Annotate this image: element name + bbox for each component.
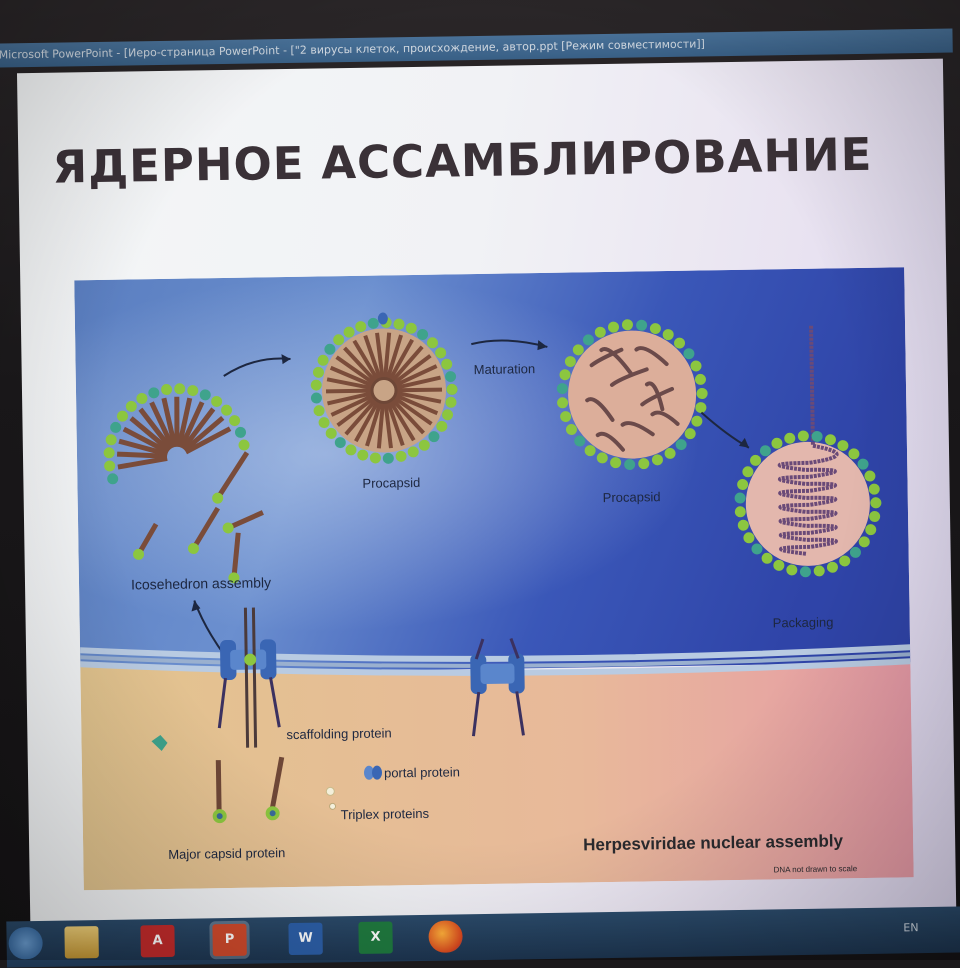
language-indicator[interactable]: EN <box>903 921 919 935</box>
nuclear-pore-2 <box>470 638 525 737</box>
triplex-protein-free <box>151 735 168 752</box>
powerpoint-icon[interactable]: P <box>212 923 247 957</box>
procapsid-2 <box>556 319 708 471</box>
file-explorer-icon[interactable] <box>64 926 99 959</box>
triplex-legend-dot <box>329 802 337 810</box>
label-maturation: Maturation <box>474 361 536 377</box>
firefox-icon[interactable] <box>428 920 463 953</box>
window-title: Microsoft PowerPoint - [Иеро-страница Po… <box>0 37 706 62</box>
word-icon[interactable]: W <box>288 922 323 956</box>
herpes-assembly-figure: Procapsid Maturation Procapsid Packaging… <box>74 267 914 891</box>
label-procapsid-2: Procapsid <box>603 489 661 505</box>
slide-title: ЯДЕРНОЕ АССАМБЛИРОВАНИЕ <box>52 127 873 194</box>
label-scaffolding-protein: scaffolding protein <box>286 725 392 742</box>
nuclear-pore-1 <box>217 607 281 748</box>
cytoplasm-region <box>80 662 914 891</box>
nuclear-membrane-outer <box>79 644 911 662</box>
label-packaging: Packaging <box>773 614 834 630</box>
label-procapsid-1: Procapsid <box>362 475 420 491</box>
nucleus-glow <box>74 267 911 676</box>
start-orb-icon[interactable] <box>8 926 43 960</box>
major-capsid-protein-1 <box>212 760 227 824</box>
figure-note: DNA not drawn to scale <box>774 864 858 874</box>
label-portal-protein: portal protein <box>384 764 460 780</box>
label-icosahedron-assembly: Icosehedron assembly <box>131 574 271 592</box>
packaging-capsid <box>734 325 882 578</box>
arrow-pore-to-assembly-head <box>191 600 201 612</box>
procapsid-1 <box>310 312 458 464</box>
partial-capsid <box>103 383 264 584</box>
triplex-protein-dot <box>325 786 335 796</box>
label-triplex-proteins: Triplex proteins <box>341 806 430 822</box>
portal-protein-icon <box>364 765 383 780</box>
acrobat-icon[interactable]: A <box>140 924 175 958</box>
arrow-assembly-to-procapsid-head <box>281 354 291 365</box>
arrow-maturation-head <box>537 340 548 351</box>
label-major-capsid-protein: Major capsid protein <box>168 845 285 862</box>
major-capsid-protein-2 <box>265 756 285 821</box>
figure-caption: Herpesviridae nuclear assembly <box>583 831 844 854</box>
projected-screen: Microsoft PowerPoint - [Иеро-страница Po… <box>0 28 960 968</box>
excel-icon[interactable]: X <box>358 921 393 954</box>
arrow-to-packaging-head <box>738 437 749 448</box>
